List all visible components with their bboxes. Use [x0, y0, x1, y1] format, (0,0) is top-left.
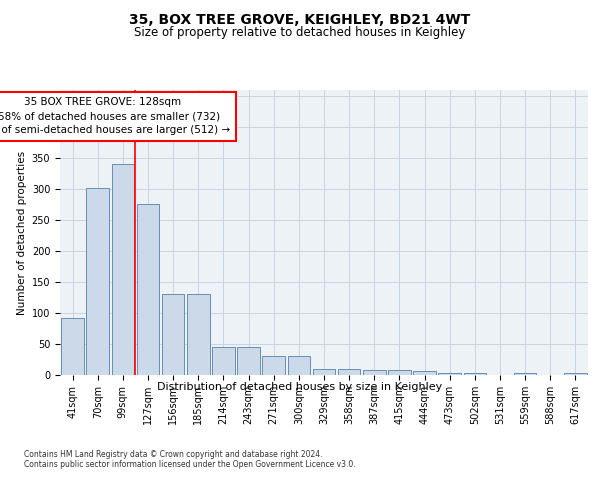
Bar: [388, 370, 411, 375]
Text: Size of property relative to detached houses in Keighley: Size of property relative to detached ho…: [134, 26, 466, 39]
Bar: [61, 318, 84, 375]
Text: 35 BOX TREE GROVE: 128sqm
← 58% of detached houses are smaller (732)
41% of semi: 35 BOX TREE GROVE: 128sqm ← 58% of detac…: [0, 98, 230, 136]
Bar: [86, 188, 109, 375]
Bar: [212, 346, 235, 375]
Bar: [112, 164, 134, 375]
Bar: [137, 204, 160, 375]
Bar: [363, 370, 386, 375]
Y-axis label: Number of detached properties: Number of detached properties: [17, 150, 28, 314]
Bar: [413, 370, 436, 375]
Bar: [514, 373, 536, 375]
Bar: [187, 294, 209, 375]
Bar: [464, 373, 486, 375]
Text: Distribution of detached houses by size in Keighley: Distribution of detached houses by size …: [157, 382, 443, 392]
Bar: [338, 369, 361, 375]
Text: 35, BOX TREE GROVE, KEIGHLEY, BD21 4WT: 35, BOX TREE GROVE, KEIGHLEY, BD21 4WT: [130, 12, 470, 26]
Bar: [564, 373, 587, 375]
Bar: [439, 373, 461, 375]
Bar: [237, 346, 260, 375]
Bar: [162, 294, 184, 375]
Text: Contains HM Land Registry data © Crown copyright and database right 2024.
Contai: Contains HM Land Registry data © Crown c…: [24, 450, 356, 469]
Bar: [262, 356, 285, 375]
Bar: [287, 356, 310, 375]
Bar: [313, 369, 335, 375]
